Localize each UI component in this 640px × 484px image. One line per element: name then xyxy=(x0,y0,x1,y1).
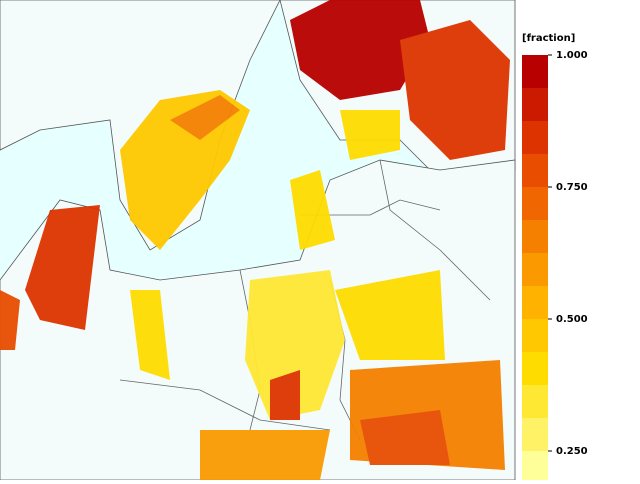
colorbar-band xyxy=(522,121,548,155)
colorbar-band xyxy=(522,352,548,386)
colorbar-tick-label: 0.250 xyxy=(556,446,588,457)
colorbar-band xyxy=(522,154,548,188)
colorbar-band xyxy=(522,187,548,221)
colorbar-band xyxy=(522,418,548,452)
colorbar-band xyxy=(522,220,548,254)
colorbar-band xyxy=(522,286,548,320)
map xyxy=(0,0,516,481)
colorbar-title: [fraction] xyxy=(522,33,575,44)
colorbar-tick-label: 0.750 xyxy=(556,182,588,193)
colorbar-band xyxy=(522,253,548,287)
colorbar-band xyxy=(522,451,548,484)
colorbar-band xyxy=(522,385,548,419)
colorbar-band xyxy=(522,55,548,89)
fraction-field xyxy=(0,0,510,480)
colorbar: [fraction] 1.000 0.750 0.500 0.250 xyxy=(522,33,588,484)
colorbar-tick-label: 1.000 xyxy=(556,50,588,61)
colorbar-band xyxy=(522,88,548,122)
colorbar-tick-label: 0.500 xyxy=(556,314,588,325)
colorbar-band xyxy=(522,319,548,353)
